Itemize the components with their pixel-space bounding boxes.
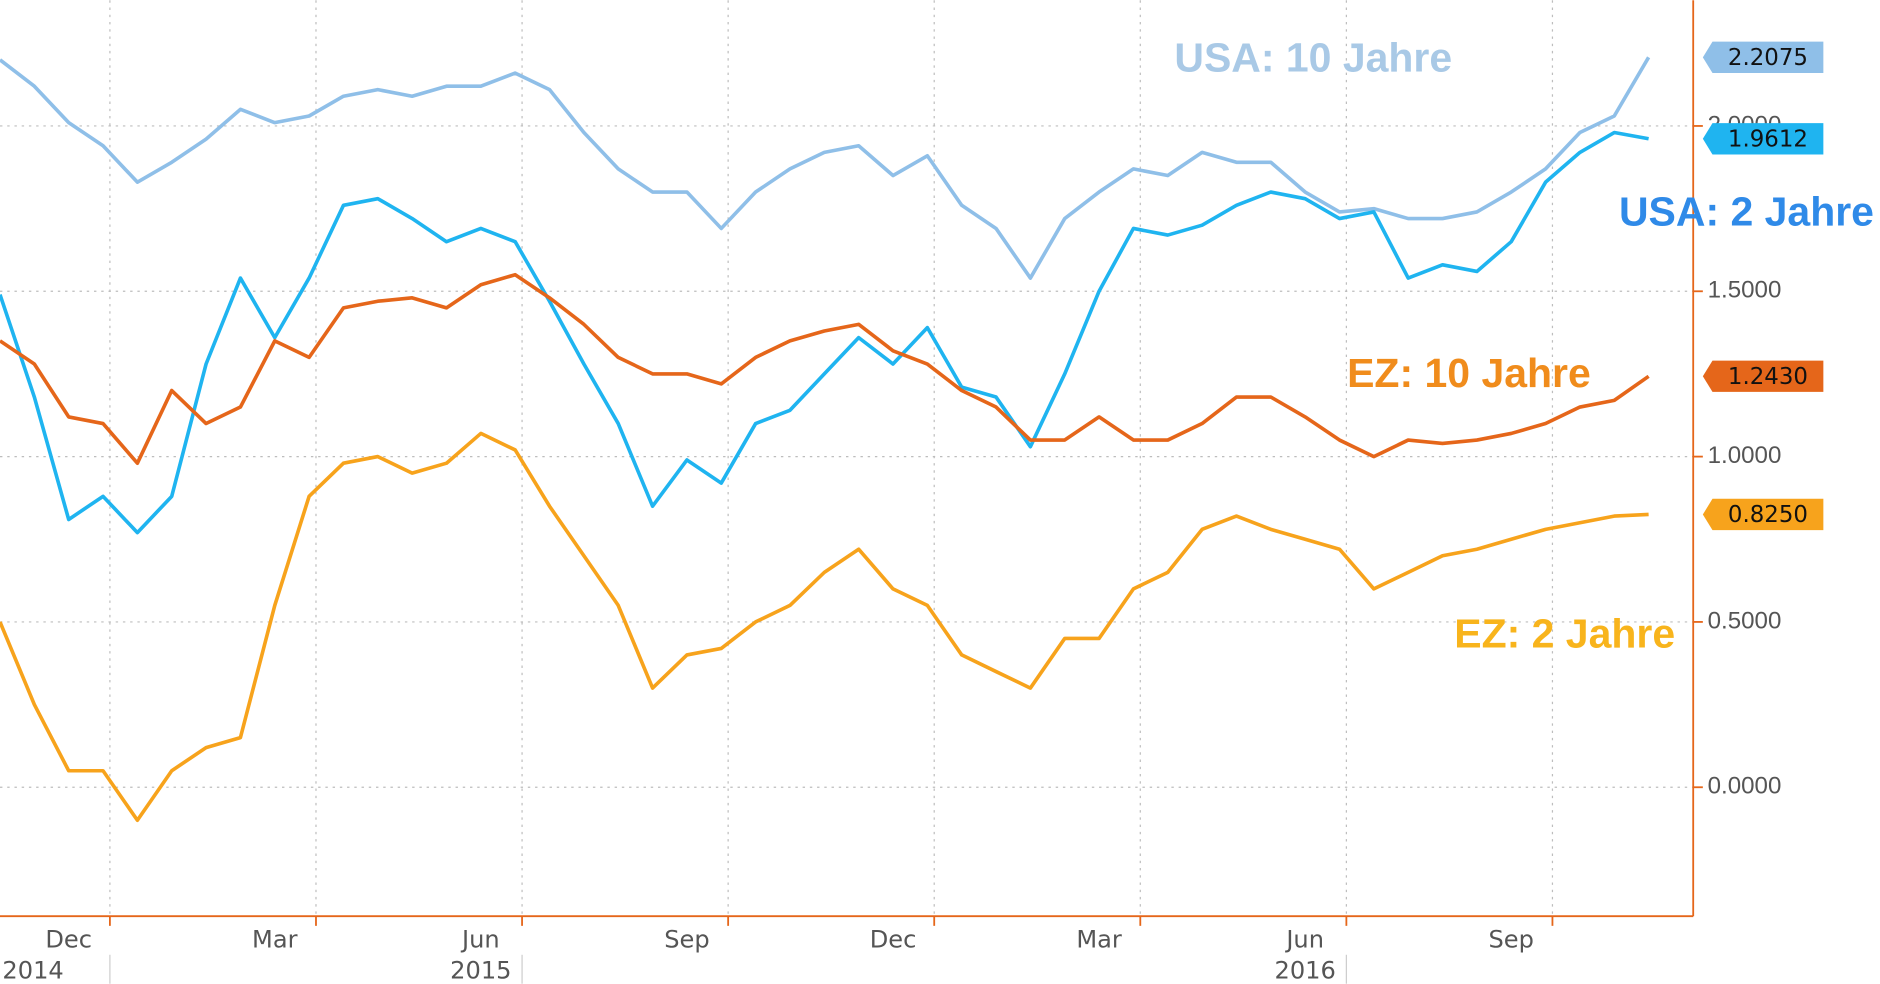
last-value-box	[1702, 360, 1824, 392]
last-value-label: 1.9612	[1728, 126, 1808, 152]
x-year-label: 2015	[450, 957, 511, 984]
x-tick-label: Jun	[1284, 925, 1324, 953]
y-tick-label: 1.5000	[1708, 277, 1782, 304]
x-tick-label: Sep	[1489, 925, 1534, 953]
series-line	[0, 130, 1649, 535]
series-name: USA: 2 Jahre	[1619, 189, 1874, 235]
series-line	[0, 431, 1649, 823]
x-tick-label: Mar	[1076, 925, 1122, 953]
last-value-box	[1702, 498, 1824, 531]
x-tick-label: Sep	[664, 925, 709, 953]
y-tick-label: 0.0000	[1708, 773, 1782, 800]
series-name: EZ: 10 Jahre	[1347, 350, 1591, 396]
x-tick-label: Mar	[252, 925, 298, 953]
last-value-box	[1702, 41, 1824, 74]
last-value-label: 2.2075	[1728, 45, 1808, 71]
x-year-label: 2016	[1274, 957, 1335, 984]
last-value-label: 1.2430	[1728, 364, 1808, 390]
series-line	[0, 56, 1651, 280]
y-tick-label: 0.5000	[1708, 607, 1782, 634]
x-tick-label: Dec	[870, 925, 917, 953]
series-name: EZ: 2 Jahre	[1454, 610, 1675, 656]
x-tick-label: Jun	[460, 925, 500, 953]
series-line	[0, 272, 1650, 466]
y-tick-label: 1.0000	[1708, 442, 1782, 469]
x-tick-label: Dec	[45, 925, 92, 953]
last-value-box	[1702, 123, 1824, 155]
series-name: USA: 10 Jahre	[1174, 34, 1452, 80]
x-year-label: 2014	[2, 957, 63, 984]
last-value-label: 0.8250	[1728, 502, 1808, 528]
